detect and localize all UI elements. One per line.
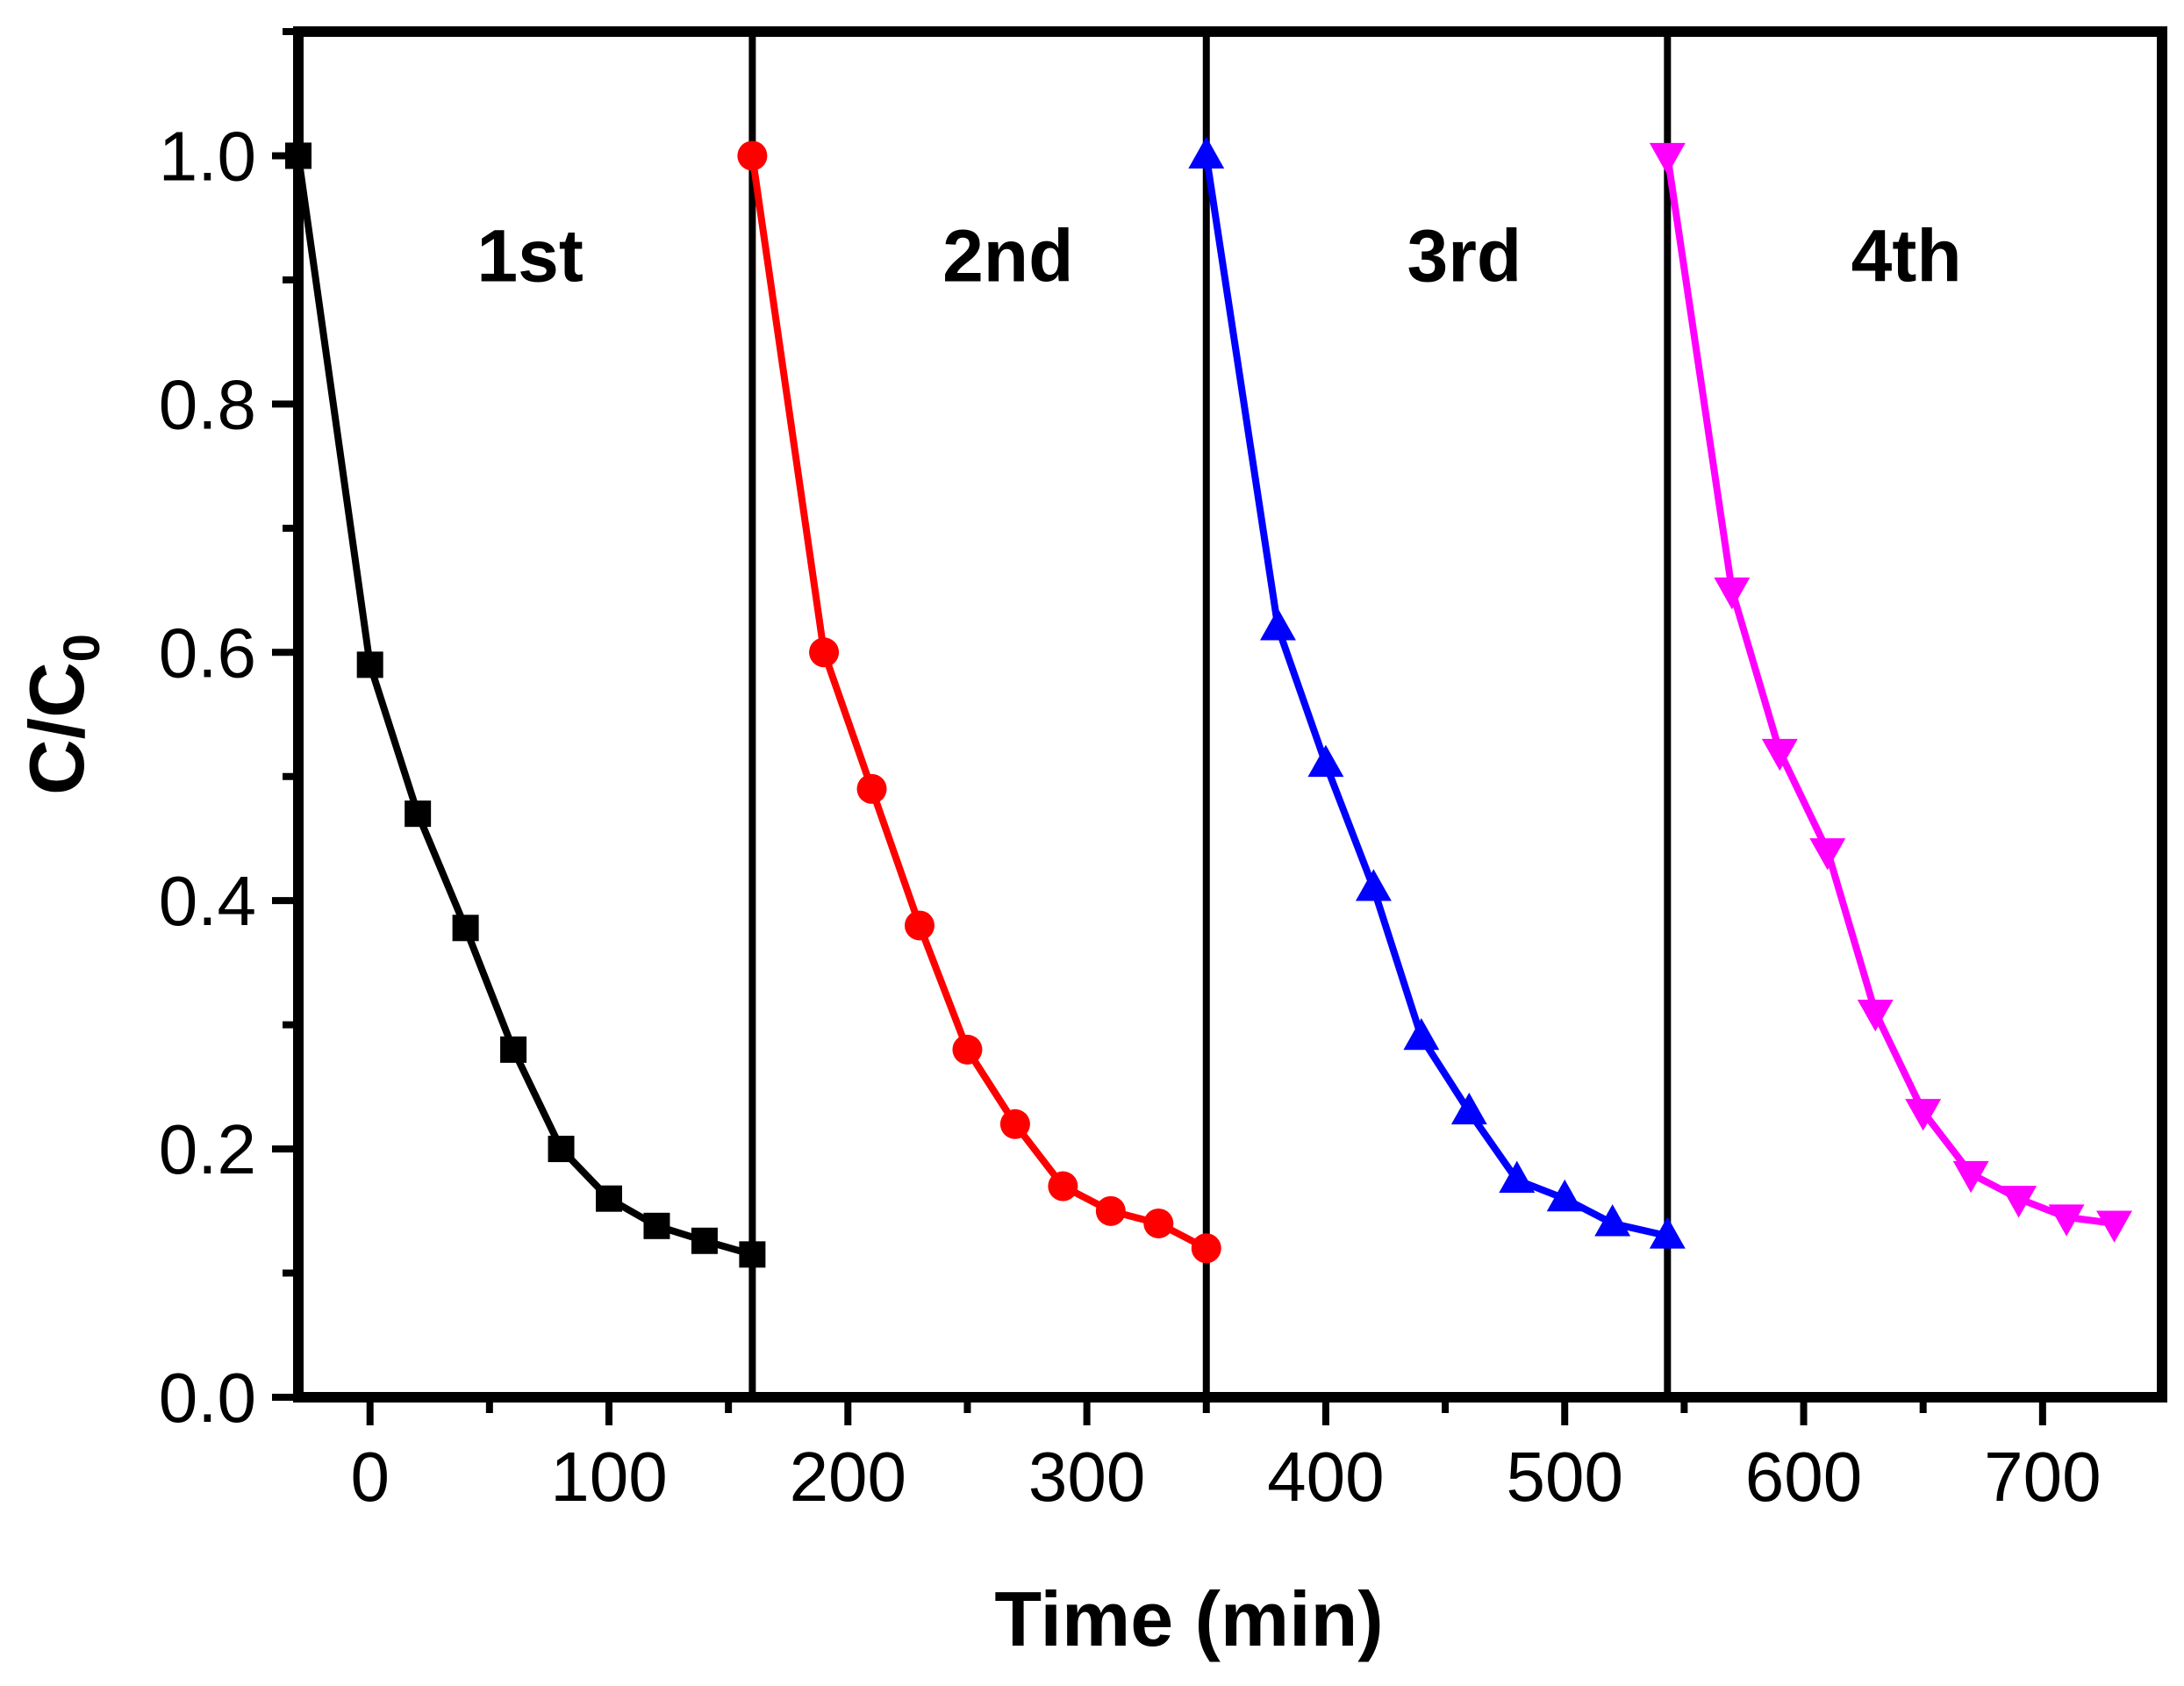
data-point (1191, 1233, 1221, 1264)
data-point (1649, 142, 1686, 176)
series-3rd (1188, 136, 1686, 1249)
series-line-4th (1664, 154, 2116, 1227)
x-axis-title: Time (min) (994, 1575, 1383, 1662)
data-point (1649, 1216, 1686, 1249)
data-point (1761, 738, 1798, 771)
x-tick-label: 300 (1028, 1438, 1145, 1516)
data-point (452, 915, 479, 942)
data-point (1355, 869, 1392, 901)
data-point (1546, 1179, 1583, 1212)
x-tick-label: 700 (1984, 1438, 2101, 1516)
data-point (809, 637, 840, 668)
data-point (1809, 838, 1846, 871)
data-point (856, 773, 887, 804)
series-line-2nd (748, 154, 1208, 1252)
x-tick-label: 200 (790, 1438, 906, 1516)
cycle-label-1st: 1st (476, 215, 583, 298)
data-point (2096, 1210, 2132, 1243)
data-point (548, 1136, 575, 1163)
data-point (1048, 1171, 1078, 1202)
data-point (1260, 608, 1296, 641)
cycle-separators (748, 32, 1672, 1397)
data-point (643, 1212, 670, 1239)
cycle-label-2nd: 2nd (942, 215, 1073, 298)
data-point (1450, 1092, 1487, 1125)
data-point (1188, 136, 1225, 169)
series-line-1st (295, 154, 754, 1259)
data-point (405, 800, 432, 828)
data-point (1857, 999, 1894, 1032)
plot-frame (293, 26, 2167, 1403)
data-point (356, 651, 383, 678)
data-point (1594, 1204, 1631, 1237)
data-point (2001, 1186, 2037, 1218)
y-axis-title-main: C/C (13, 662, 100, 795)
y-tick-label: 0.8 (159, 365, 256, 443)
data-point (500, 1036, 527, 1063)
data-point (1307, 744, 1344, 778)
y-tick-label: 0.6 (159, 613, 256, 692)
x-axis-ticks: 0 100 200 300 400 500 600 700 (350, 1397, 2102, 1516)
y-axis-ticks: 0.0 0.2 0.4 0.6 0.8 1.0 (159, 28, 298, 1437)
x-tick-label: 400 (1267, 1438, 1384, 1516)
data-point (905, 910, 934, 941)
data-point (739, 1241, 766, 1268)
data-point (1143, 1208, 1174, 1238)
data-point (999, 1108, 1030, 1139)
cycle-label-4th: 4th (1851, 215, 1962, 298)
x-tick-label: 500 (1506, 1438, 1622, 1516)
series-4th (1649, 142, 2132, 1243)
y-axis-title-subscript: 0 (54, 634, 111, 662)
data-point (2048, 1204, 2085, 1237)
data-point (1952, 1160, 1989, 1194)
data-point (691, 1227, 718, 1254)
series-layer (285, 136, 2132, 1268)
data-point (1095, 1195, 1126, 1226)
y-tick-label: 1.0 (159, 117, 256, 195)
data-point (596, 1185, 622, 1212)
series-line-3rd (1202, 154, 1669, 1240)
data-point (1403, 1018, 1440, 1051)
y-tick-label: 0.2 (159, 1110, 256, 1188)
data-point (737, 140, 768, 171)
y-axis-title: C/C0 (13, 634, 111, 795)
data-point (1499, 1160, 1536, 1193)
x-tick-label: 100 (550, 1438, 667, 1516)
series-2nd (737, 140, 1221, 1264)
data-point (285, 142, 311, 169)
y-tick-label: 0.4 (159, 862, 256, 940)
series-1st (285, 142, 766, 1268)
data-point (1714, 578, 1751, 610)
data-point (952, 1034, 983, 1065)
x-tick-label: 600 (1745, 1438, 1862, 1516)
y-tick-label: 0.0 (159, 1359, 256, 1437)
x-tick-label: 0 (350, 1438, 390, 1516)
data-point (1905, 1099, 1942, 1131)
cycle-labels: 1st 2nd 3rd 4th (476, 215, 1961, 298)
cycle-label-3rd: 3rd (1407, 215, 1522, 298)
